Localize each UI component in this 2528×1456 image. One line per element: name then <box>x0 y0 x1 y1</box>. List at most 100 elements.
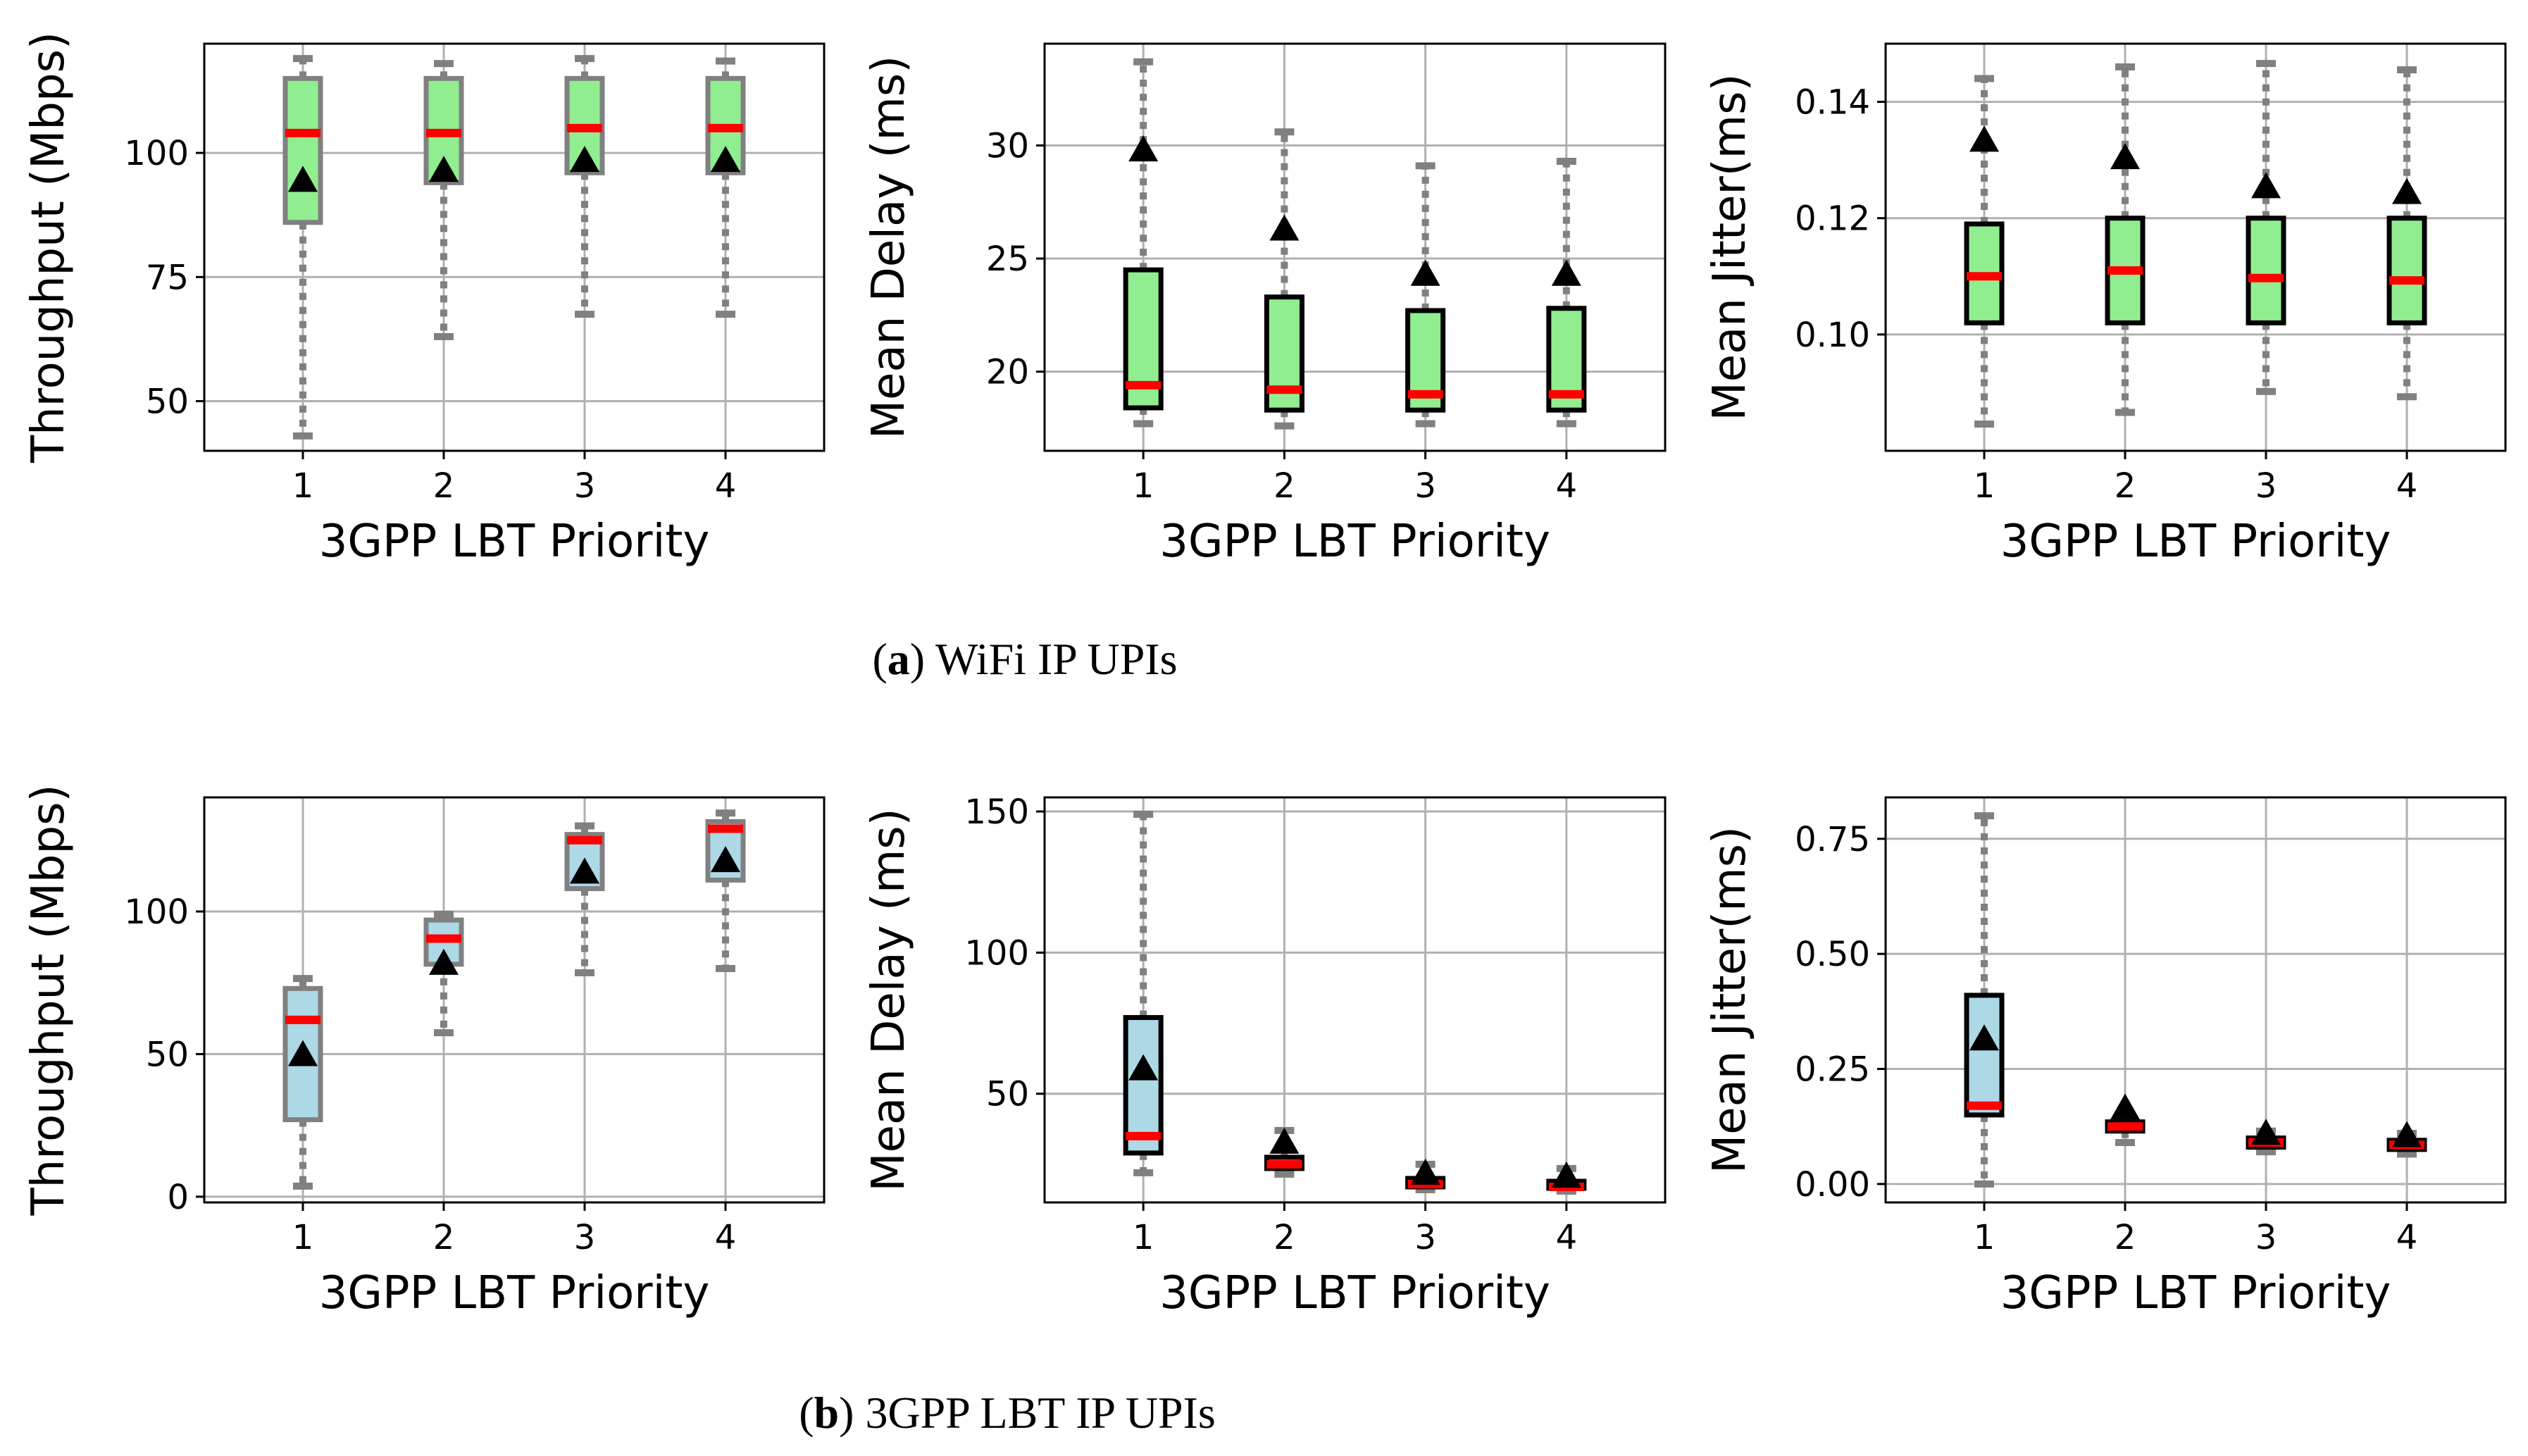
y-tick-label: 100 <box>124 892 189 932</box>
box-iqr <box>2246 216 2286 325</box>
axes-frame <box>1043 42 1667 452</box>
x-tick-label: 2 <box>1274 466 1295 506</box>
plots-layer: 1 2 3 4 50 75 100 3GPP LBT Priority Throughput (… <box>23 32 2507 1319</box>
y-axis-label: Mean Delay (ms) <box>863 808 915 1191</box>
mean-marker <box>2251 172 2281 199</box>
y-axis-label: Throughput (Mbps) <box>23 32 75 463</box>
mean-marker <box>570 857 599 884</box>
axes-frame <box>203 796 826 1204</box>
chart-a-jitter: 1 2 3 4 0.10 0.12 0.14 3GPP LBT Priority Mean Ji… <box>1704 42 2507 568</box>
box-3 <box>564 822 605 977</box>
x-tick-label: 3 <box>1414 1218 1436 1257</box>
y-tick-label: 50 <box>146 382 189 422</box>
y-axis-label: Mean Jitter(ms) <box>1704 74 1756 421</box>
x-tick-label: 2 <box>433 466 455 506</box>
x-tick-label: 4 <box>715 1218 737 1257</box>
mean-marker <box>429 156 459 182</box>
box-2 <box>2105 63 2146 416</box>
x-axis-label: 3GPP LBT Priority <box>319 516 710 568</box>
chart-b-delay: 1 2 3 4 50 100 150 3GPP LBT Priority Mean Delay … <box>863 792 1667 1319</box>
x-tick-label: 3 <box>1414 466 1436 506</box>
y-tick-label: 25 <box>986 239 1029 279</box>
x-tick-label: 1 <box>1974 466 1995 506</box>
axes-frame <box>1884 796 2507 1204</box>
caption-a: (a) WiFi IP UPIs <box>872 634 1177 684</box>
x-tick-label: 3 <box>574 466 596 506</box>
x-tick-label: 1 <box>1974 1218 1995 1257</box>
caption-b: (b) 3GPP LBT IP UPIs <box>799 1388 1216 1438</box>
chart-b-jitter: 1 2 3 4 0.00 0.25 0.50 0.75 3GPP LBT Priority Mea… <box>1704 796 2507 1319</box>
mean-marker <box>429 948 459 975</box>
y-axis-label: Mean Delay (ms) <box>863 56 915 439</box>
y-tick-label: 0.10 <box>1795 316 1870 355</box>
x-tick-label: 1 <box>1133 1218 1154 1257</box>
y-tick-label: 150 <box>964 792 1029 832</box>
box-1 <box>282 55 323 440</box>
x-axis-label: 3GPP LBT Priority <box>319 1267 710 1319</box>
mean-marker <box>1128 135 1159 162</box>
axes-frame <box>203 42 826 452</box>
x-tick-label: 1 <box>292 1218 314 1257</box>
mean-marker <box>1269 214 1300 241</box>
axes-frame <box>1884 42 2507 452</box>
caption-b-letter: b <box>814 1388 840 1438</box>
caption-a-text: WiFi IP UPIs <box>925 634 1177 684</box>
mean-marker <box>1969 125 1999 152</box>
box-4 <box>705 809 746 972</box>
mean-marker <box>2110 143 2140 170</box>
x-tick-label: 3 <box>574 1218 596 1257</box>
y-tick-label: 0.50 <box>1795 935 1870 974</box>
x-tick-label: 4 <box>2396 1218 2418 1257</box>
box-4 <box>1546 157 1587 428</box>
chart-a-throughput: 1 2 3 4 50 75 100 3GPP LBT Priority Throughput (… <box>23 32 826 568</box>
box-2 <box>423 911 464 1037</box>
y-tick-label: 0.12 <box>1795 199 1870 239</box>
x-axis-label: 3GPP LBT Priority <box>2000 1267 2391 1319</box>
box-4 <box>2386 1121 2427 1158</box>
box-4 <box>1546 1161 1587 1195</box>
box-iqr <box>282 985 323 1123</box>
x-tick-label: 2 <box>2115 1218 2136 1257</box>
y-tick-label: 0.75 <box>1795 820 1870 859</box>
mean-marker <box>711 846 740 873</box>
box-2 <box>2105 1093 2146 1147</box>
box-1 <box>1964 812 2005 1188</box>
mean-marker <box>2110 1093 2140 1120</box>
y-tick-label: 0.25 <box>1795 1050 1870 1090</box>
mean-marker <box>570 146 599 173</box>
chart-a-delay: 1 2 3 4 20 25 30 3GPP LBT Priority Mean Delay (m… <box>863 42 1667 568</box>
box-1 <box>1123 811 1164 1176</box>
box-iqr <box>1964 993 2005 1118</box>
box-3 <box>2246 1119 2286 1156</box>
box-1 <box>1123 58 1164 428</box>
mean-marker <box>1551 1161 1581 1188</box>
mean-marker <box>2392 178 2422 204</box>
mean-marker <box>2392 1121 2422 1147</box>
box-2 <box>1264 1126 1305 1178</box>
x-tick-label: 3 <box>2255 1218 2277 1257</box>
x-tick-label: 4 <box>715 466 737 506</box>
mean-marker <box>2251 1119 2281 1145</box>
box-2 <box>1264 128 1305 430</box>
mean-marker <box>1269 1127 1300 1154</box>
box-1 <box>282 975 323 1190</box>
chart-b-throughput: 1 2 3 4 0 50 100 3GPP LBT Priority Throughput (M… <box>23 785 826 1319</box>
box-3 <box>2246 60 2286 395</box>
y-tick-label: 0.14 <box>1795 83 1870 123</box>
y-tick-label: 20 <box>986 353 1029 392</box>
y-tick-label: 50 <box>146 1035 189 1074</box>
box-iqr <box>282 75 323 225</box>
box-3 <box>564 55 605 318</box>
box-3 <box>1405 1158 1446 1193</box>
x-axis-label: 3GPP LBT Priority <box>2000 516 2391 568</box>
y-tick-label: 100 <box>124 134 189 173</box>
mean-marker <box>288 1040 318 1066</box>
mean-marker <box>711 146 740 173</box>
x-tick-label: 2 <box>2115 466 2136 506</box>
box-1 <box>1964 75 2005 428</box>
x-tick-label: 2 <box>1274 1218 1295 1257</box>
y-tick-label: 0.00 <box>1795 1165 1870 1205</box>
y-tick-label: 75 <box>146 258 189 297</box>
y-tick-label: 50 <box>986 1075 1029 1114</box>
